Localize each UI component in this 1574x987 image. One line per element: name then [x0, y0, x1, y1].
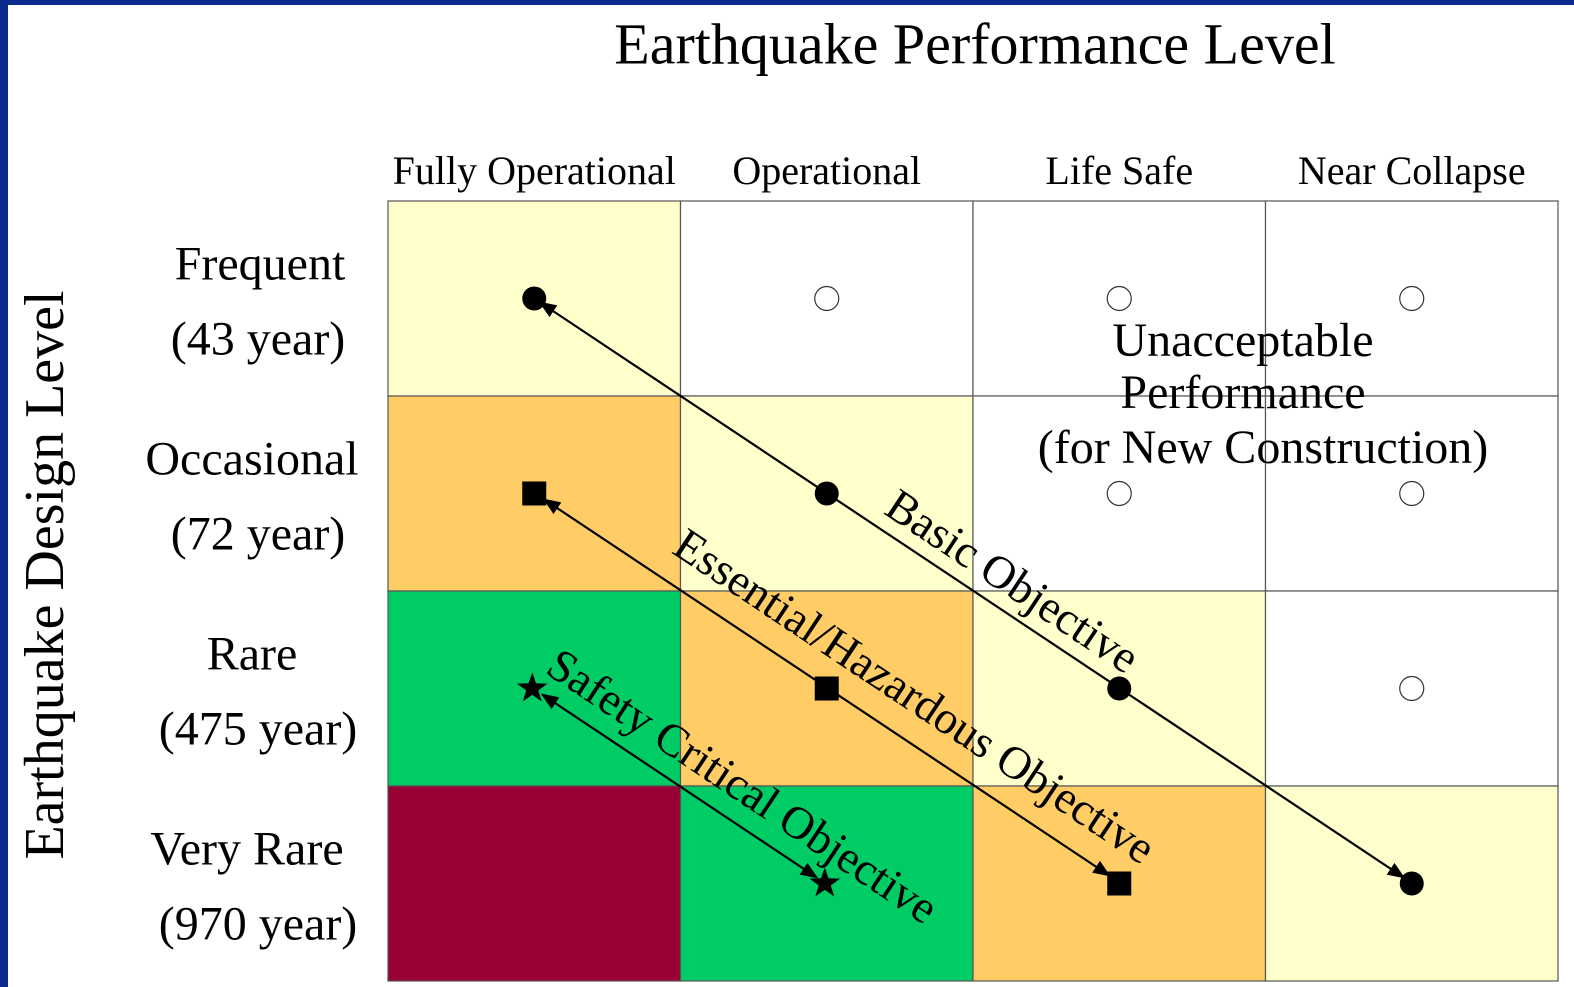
y-axis-label: Earthquake Design Level — [14, 290, 76, 859]
hollow-marker — [1106, 480, 1132, 507]
cell — [387, 785, 682, 982]
essential-marker — [814, 676, 839, 701]
row-label: Frequent — [175, 238, 346, 291]
basic-marker — [1107, 676, 1132, 701]
unacceptable-text: Performance — [1120, 366, 1365, 419]
row-label: Rare — [207, 628, 298, 681]
row-label: Occasional — [145, 433, 358, 486]
hollow-marker — [1399, 285, 1425, 312]
essential-marker — [522, 481, 547, 506]
basic-marker — [522, 286, 547, 311]
hollow-marker — [1106, 285, 1132, 312]
row-period: (970 year) — [159, 898, 358, 951]
unacceptable-text: (for New Construction) — [1038, 421, 1489, 474]
basic-marker — [814, 481, 839, 506]
column-header: Operational — [732, 148, 921, 193]
safety-marker — [809, 867, 840, 897]
hollow-marker — [1399, 480, 1425, 507]
objective-arrow — [540, 693, 819, 879]
column-header: Near Collapse — [1298, 148, 1526, 193]
basic-marker — [1399, 871, 1424, 896]
safety-marker — [517, 672, 548, 702]
row-label: Very Rare — [150, 823, 343, 876]
hollow-marker — [814, 285, 840, 312]
hollow-marker — [1399, 675, 1425, 702]
essential-marker — [1107, 871, 1132, 896]
row-period: (43 year) — [171, 313, 346, 366]
column-header: Life Safe — [1045, 148, 1193, 193]
unacceptable-text: Unacceptable — [1112, 314, 1373, 367]
row-period: (72 year) — [171, 508, 346, 561]
column-header: Fully Operational — [393, 148, 676, 193]
row-period: (475 year) — [159, 703, 358, 756]
title: Earthquake Performance Level — [614, 11, 1335, 76]
